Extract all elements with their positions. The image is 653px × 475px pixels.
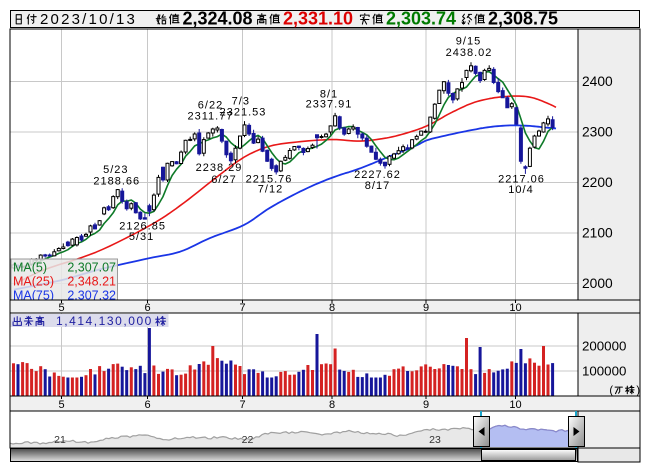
svg-text:8/17: 8/17 — [365, 180, 390, 192]
svg-text:8/1: 8/1 — [320, 88, 338, 100]
svg-text:2200: 2200 — [582, 175, 613, 190]
svg-text:2,307.32: 2,307.32 — [67, 289, 116, 303]
svg-text:1,414,130,000: 1,414,130,000 — [56, 314, 153, 328]
svg-text:23: 23 — [429, 434, 441, 446]
svg-text:10: 10 — [509, 302, 521, 314]
svg-text:7/3: 7/3 — [232, 96, 250, 108]
svg-text:21: 21 — [54, 434, 66, 446]
svg-text:2100: 2100 — [582, 226, 613, 241]
svg-text:10/4: 10/4 — [508, 184, 533, 196]
svg-text:5/31: 5/31 — [129, 231, 154, 243]
svg-text:MA(5): MA(5) — [13, 261, 47, 275]
svg-text:2215.76: 2215.76 — [246, 174, 293, 186]
svg-text:2311.77: 2311.77 — [188, 111, 234, 123]
svg-text:9: 9 — [423, 399, 429, 411]
svg-text:6: 6 — [144, 399, 150, 411]
svg-text:2400: 2400 — [582, 74, 613, 89]
svg-text:5: 5 — [58, 399, 64, 411]
svg-text:MA(75): MA(75) — [13, 289, 54, 303]
svg-text:2227.62: 2227.62 — [354, 169, 401, 181]
svg-text:22: 22 — [242, 434, 254, 446]
svg-text:200000: 200000 — [582, 339, 626, 354]
svg-text:2321.53: 2321.53 — [220, 107, 267, 119]
svg-text:2300: 2300 — [582, 125, 613, 140]
svg-text:7: 7 — [239, 302, 245, 314]
svg-text:8: 8 — [329, 399, 335, 411]
svg-text:2,303.74: 2,303.74 — [386, 9, 456, 29]
svg-text:MA(25): MA(25) — [13, 275, 54, 289]
svg-text:6/27: 6/27 — [211, 174, 236, 186]
svg-text:2217.06: 2217.06 — [498, 174, 545, 186]
svg-text:2,331.10: 2,331.10 — [283, 9, 353, 29]
svg-text:8: 8 — [329, 302, 335, 314]
svg-text:2238.29: 2238.29 — [196, 162, 243, 174]
svg-text:7/12: 7/12 — [258, 184, 283, 196]
svg-text:2126.85: 2126.85 — [119, 220, 166, 232]
svg-text:2023/10/13: 2023/10/13 — [40, 11, 137, 28]
svg-text:7: 7 — [239, 399, 245, 411]
svg-text:2000: 2000 — [582, 276, 613, 291]
svg-text:9/15: 9/15 — [456, 36, 481, 48]
svg-text:2438.02: 2438.02 — [446, 47, 493, 59]
svg-text:5/23: 5/23 — [103, 164, 128, 176]
svg-text:2,308.75: 2,308.75 — [488, 9, 558, 29]
svg-text:2,348.21: 2,348.21 — [67, 275, 116, 289]
svg-text:): ) — [636, 385, 640, 397]
svg-text:(: ( — [609, 385, 613, 397]
svg-text:2337.91: 2337.91 — [306, 99, 353, 111]
svg-text:10: 10 — [509, 399, 521, 411]
svg-text:2188.66: 2188.66 — [93, 176, 140, 188]
svg-text:5: 5 — [58, 302, 64, 314]
svg-text:6: 6 — [144, 302, 150, 314]
svg-text:9: 9 — [423, 302, 429, 314]
svg-text:6/22: 6/22 — [198, 100, 223, 112]
svg-text:100000: 100000 — [582, 364, 626, 379]
svg-text:2,307.07: 2,307.07 — [67, 261, 116, 275]
svg-text:2,324.08: 2,324.08 — [183, 9, 253, 29]
